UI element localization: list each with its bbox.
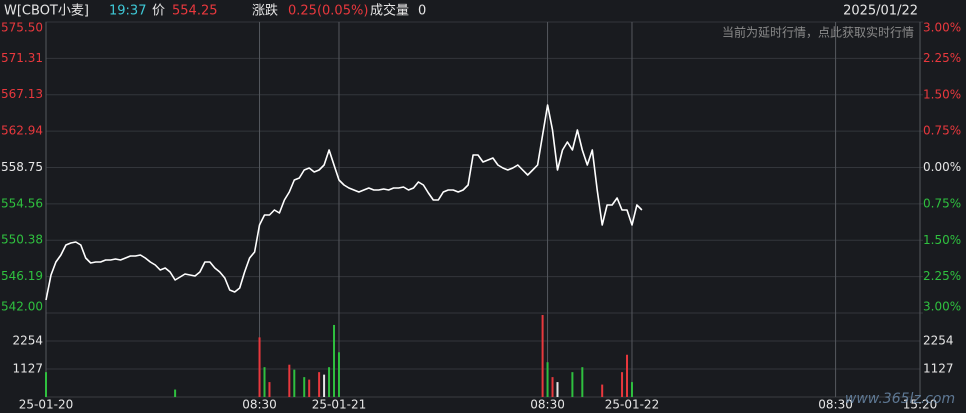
volume-bar [268, 382, 271, 397]
volume-bar [308, 379, 311, 397]
x-tick-label: 08:30 [242, 398, 277, 412]
y-tick-label: 554.56 [1, 196, 43, 210]
x-tick-label: 08:30 [530, 398, 565, 412]
price-label: 价 [152, 4, 165, 19]
volume-bar [546, 362, 549, 397]
symbol: W[CBOT小麦] [4, 4, 89, 19]
volume-bar [333, 324, 336, 397]
y-tick-label: 542.00 [1, 300, 43, 314]
price-line [45, 104, 643, 301]
volume-label: 成交量 [370, 3, 409, 19]
volume-bar [630, 382, 633, 397]
y2-tick-label: 0.75% [923, 196, 961, 210]
volume-bar [288, 364, 291, 397]
x-tick-label: 15:20 [903, 398, 938, 412]
y2-tick-label: 2254 [923, 334, 954, 348]
volume-bar [541, 315, 544, 397]
y2-tick-label: 1.50% [923, 87, 961, 101]
y2-tick-label: 1127 [923, 362, 954, 376]
y-tick-label: 550.38 [1, 233, 43, 247]
x-tick-label: 25-01-22 [605, 398, 659, 412]
x-tick-label: 25-01-20 [19, 398, 73, 412]
change-label: 涨跌 [252, 3, 278, 19]
volume-bar [328, 367, 331, 397]
time: 19:37 [109, 4, 146, 19]
volume-bar [551, 377, 554, 397]
volume-bar [303, 377, 306, 397]
y-tick-label: 558.75 [1, 160, 43, 174]
volume-bar [626, 354, 629, 397]
y2-tick-label: 0.75% [923, 124, 961, 138]
watermark: www.365lz.com [845, 391, 955, 407]
volume-bar [45, 372, 47, 397]
volume-bar [621, 372, 624, 397]
price: 554.25 [172, 4, 218, 19]
y2-tick-label: 3.00% [923, 300, 961, 314]
y-tick-label: 562.94 [1, 124, 43, 138]
volume-bar [601, 384, 604, 397]
volume-bar [581, 367, 584, 397]
volume-bar [571, 372, 574, 397]
volume: 0 [418, 4, 426, 19]
y-tick-label: 546.19 [1, 269, 43, 283]
volume-bar [258, 337, 261, 397]
y2-tick-label: 1.50% [923, 233, 961, 247]
x-tick-label: 08:30 [818, 398, 853, 412]
y2-tick-label: 0.00% [923, 160, 961, 174]
change: 0.25(0.05%) [288, 4, 368, 19]
volume-bar [337, 352, 340, 397]
y2-tick-label: 3.00% [923, 21, 961, 35]
y-tick-label: 575.50 [1, 21, 43, 35]
y-tick-label: 571.31 [1, 51, 43, 65]
volume-bar [318, 372, 321, 397]
volume-bar [174, 389, 177, 397]
y-tick-label: 2254 [12, 334, 43, 348]
volume-bar [263, 367, 266, 397]
y-tick-label: 1127 [12, 362, 43, 376]
y2-tick-label: 2.25% [923, 51, 961, 65]
volume-bar [323, 374, 326, 397]
delay-notice[interactable]: 当前为延时行情，点此获取实时行情 [722, 25, 914, 40]
volume-bar [556, 382, 559, 397]
x-tick-label: 25-01-21 [312, 398, 366, 412]
y2-tick-label: 2.25% [923, 269, 961, 283]
y-tick-label: 567.13 [1, 87, 43, 101]
date: 2025/01/22 [843, 4, 918, 19]
volume-bar [293, 369, 296, 397]
